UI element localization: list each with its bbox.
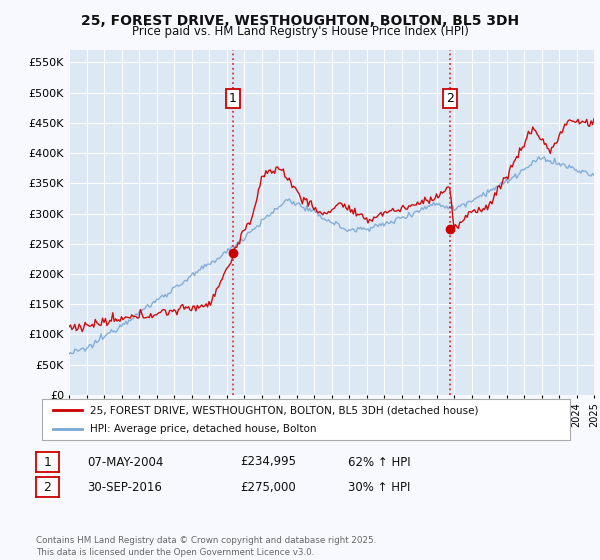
- Text: Contains HM Land Registry data © Crown copyright and database right 2025.
This d: Contains HM Land Registry data © Crown c…: [36, 536, 376, 557]
- Text: 07-MAY-2004: 07-MAY-2004: [87, 455, 163, 469]
- Text: 25, FOREST DRIVE, WESTHOUGHTON, BOLTON, BL5 3DH (detached house): 25, FOREST DRIVE, WESTHOUGHTON, BOLTON, …: [89, 405, 478, 415]
- Text: £234,995: £234,995: [240, 455, 296, 469]
- Text: 1: 1: [43, 455, 52, 469]
- Text: 30% ↑ HPI: 30% ↑ HPI: [348, 480, 410, 494]
- Text: 1: 1: [229, 92, 237, 105]
- Text: £275,000: £275,000: [240, 480, 296, 494]
- Text: 62% ↑ HPI: 62% ↑ HPI: [348, 455, 410, 469]
- Text: 25, FOREST DRIVE, WESTHOUGHTON, BOLTON, BL5 3DH: 25, FOREST DRIVE, WESTHOUGHTON, BOLTON, …: [81, 14, 519, 28]
- Text: HPI: Average price, detached house, Bolton: HPI: Average price, detached house, Bolt…: [89, 424, 316, 433]
- Text: Price paid vs. HM Land Registry's House Price Index (HPI): Price paid vs. HM Land Registry's House …: [131, 25, 469, 38]
- Text: 30-SEP-2016: 30-SEP-2016: [87, 480, 162, 494]
- Text: 2: 2: [446, 92, 454, 105]
- Text: 2: 2: [43, 480, 52, 494]
